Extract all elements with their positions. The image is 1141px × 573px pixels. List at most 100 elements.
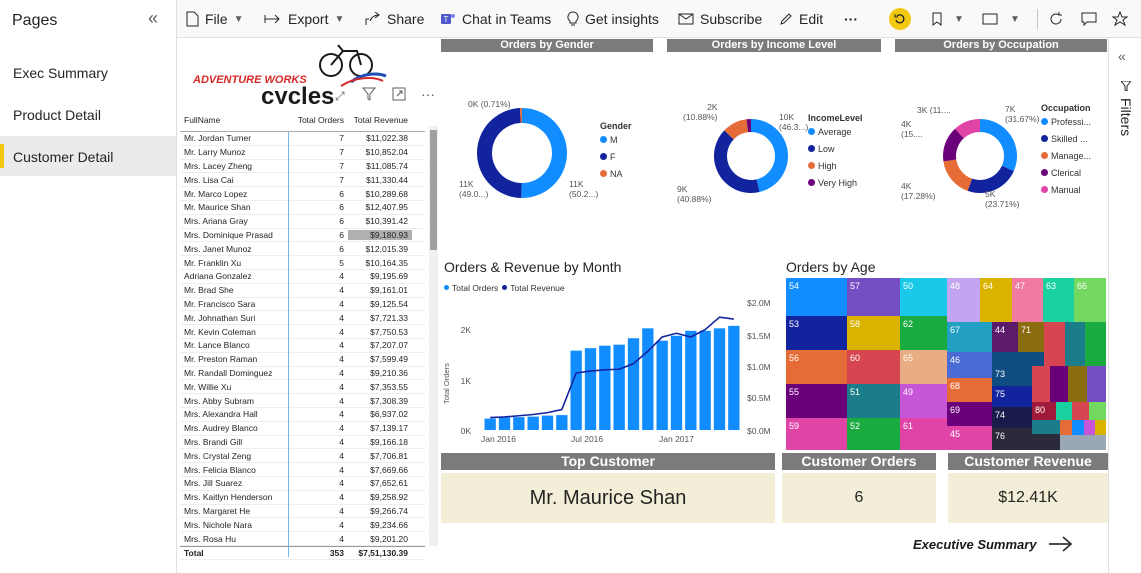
cell-total-orders: 6: [339, 202, 344, 213]
table-row[interactable]: Mrs. Felicia Blanco 4 $7,669.66: [180, 463, 425, 477]
chat-in-teams-button[interactable]: T Chat in Teams: [440, 0, 551, 38]
table-row[interactable]: Mr. Jordan Turner 7 $11,022.38: [180, 132, 425, 146]
age-treemap[interactable]: 54 57 50 53 58 62 56 60 65 55 51 49 59 5…: [786, 278, 1106, 450]
table-row[interactable]: Mr. Preston Raman 4 $7,599.49: [180, 353, 425, 367]
table-scrollbar[interactable]: [429, 126, 438, 546]
table-row[interactable]: Mrs. Alexandra Hall 4 $6,937.02: [180, 408, 425, 422]
legend-item-high[interactable]: High: [808, 157, 863, 174]
file-menu[interactable]: File ▼: [185, 0, 243, 38]
cell-total-revenue: $11,330.44: [366, 174, 408, 185]
executive-summary-nav-button[interactable]: Executive Summary: [913, 534, 1075, 554]
legend-item-average[interactable]: Average: [808, 123, 863, 140]
table-row[interactable]: Mrs. Rosa Hu 4 $9,201.20: [180, 532, 425, 546]
legend-item-manual[interactable]: Manual: [1041, 181, 1091, 198]
pages-pane: Pages « Exec Summary Product Detail Cust…: [0, 0, 177, 573]
table-row[interactable]: Mrs. Margaret He 4 $9,266.74: [180, 505, 425, 519]
page-tab-customer-detail[interactable]: Customer Detail: [0, 136, 176, 176]
table-row[interactable]: Mrs. Dominique Prasad 6 $9,180.93: [180, 229, 425, 243]
treemap-cell-80: 80: [1032, 402, 1056, 420]
page-tab-product-detail[interactable]: Product Detail: [13, 107, 101, 123]
table-row[interactable]: Mr. Larry Munoz 7 $10,852.04: [180, 146, 425, 160]
legend-item-very-high[interactable]: Very High: [808, 174, 863, 191]
more-options-button[interactable]: ···: [844, 11, 858, 27]
table-row[interactable]: Mr. Lance Blanco 4 $7,207.07: [180, 339, 425, 353]
subscribe-label: Subscribe: [700, 11, 763, 27]
refresh-icon[interactable]: [1048, 0, 1070, 38]
table-row[interactable]: Mrs. Lisa Cai 7 $11,330.44: [180, 173, 425, 188]
table-row[interactable]: Mr. Brad She 4 $9,161.01: [180, 284, 425, 298]
cell-total-orders: 4: [339, 395, 344, 406]
table-row[interactable]: Adriana Gonzalez 4 $9,195.69: [180, 270, 425, 284]
cell-fullname: Mrs. Felicia Blanco: [184, 464, 256, 475]
adventure-works-logo: ADVENTURE WORKS cycles: [191, 42, 391, 110]
page-tab-exec-summary[interactable]: Exec Summary: [13, 65, 108, 81]
table-row[interactable]: Mr. Willie Xu 4 $7,353.55: [180, 380, 425, 395]
customer-table[interactable]: FullName Total Orders Total Revenue Mr. …: [180, 112, 425, 560]
table-row[interactable]: Mrs. Jill Suarez 4 $7,652.61: [180, 477, 425, 491]
table-row[interactable]: Mr. Franklin Xu 5 $10,164.35: [180, 256, 425, 270]
cell-fullname: Mrs. Jill Suarez: [184, 478, 243, 489]
legend-item-na[interactable]: NA: [600, 165, 632, 182]
table-row[interactable]: Mrs. Ariana Gray 6 $10,391.42: [180, 215, 425, 229]
table-row[interactable]: Mrs. Nichole Nara 4 $9,234.66: [180, 518, 425, 533]
table-row[interactable]: Mrs. Audrey Blanco 4 $7,139.17: [180, 422, 425, 436]
legend-item-professional[interactable]: Professi...: [1041, 113, 1091, 130]
svg-text:ADVENTURE WORKS: ADVENTURE WORKS: [192, 74, 307, 86]
collapse-pages-icon[interactable]: «: [148, 8, 159, 28]
bookmark-menu[interactable]: ▼: [932, 0, 964, 38]
income-legend-title: IncomeLevel: [808, 113, 863, 123]
focus-mode-icon[interactable]: ⤢: [335, 89, 345, 103]
expand-filters-icon[interactable]: «: [1118, 48, 1126, 64]
gender-donut[interactable]: [467, 98, 577, 208]
table-body: Mr. Jordan Turner 7 $11,022.38 Mr. Larry Mu…: [180, 132, 425, 546]
table-row[interactable]: Mrs. Brandi Gill 4 $9,166.18: [180, 436, 425, 450]
table-row[interactable]: Mrs. Janet Munoz 6 $12,015.39: [180, 242, 425, 257]
table-row[interactable]: Mrs. Kaitlyn Henderson 4 $9,258.92: [180, 491, 425, 505]
column-header-total-revenue[interactable]: Total Revenue: [353, 115, 408, 125]
occupation-donut[interactable]: [925, 101, 1035, 211]
table-row[interactable]: Mr. Maurice Shan 6 $12,407.95: [180, 201, 425, 215]
legend-item-low[interactable]: Low: [808, 140, 863, 157]
treemap-title: Orders by Age: [786, 259, 876, 275]
table-row[interactable]: Mrs. Abby Subram 4 $7,308.39: [180, 394, 425, 408]
export-menu[interactable]: Export ▼: [264, 0, 344, 38]
filters-pane[interactable]: « Filters: [1108, 38, 1141, 573]
table-row[interactable]: Mr. Johnathan Suri 4 $7,721.33: [180, 311, 425, 326]
favorite-star-icon[interactable]: [1112, 0, 1134, 38]
expand-icon[interactable]: [392, 87, 406, 106]
reset-icon[interactable]: [889, 8, 911, 30]
table-row[interactable]: Mr. Kevin Coleman 4 $7,750.53: [180, 325, 425, 339]
table-row[interactable]: Mr. Francisco Sara 4 $9,125.54: [180, 298, 425, 312]
table-row[interactable]: Mr. Marco Lopez 6 $10,289.68: [180, 187, 425, 201]
orders-bar: [584, 348, 597, 430]
get-insights-button[interactable]: Get insights: [567, 0, 659, 38]
cell-total-orders: 4: [339, 464, 344, 475]
orders-revenue-chart[interactable]: Total Orders 2K 1K 0K $2.0M $1.5M $1.0M …: [439, 294, 779, 450]
customer-orders-card: Customer Orders 6: [782, 453, 936, 523]
legend-item-m[interactable]: M: [600, 131, 632, 148]
legend-item-management[interactable]: Manage...: [1041, 147, 1091, 164]
income-donut[interactable]: [696, 101, 806, 211]
cell-total-revenue: $7,308.39: [370, 395, 408, 406]
subscribe-button[interactable]: Subscribe: [678, 0, 762, 38]
legend-item-skilled[interactable]: Skilled ...: [1041, 130, 1091, 147]
treemap-cell-69: 69: [947, 402, 992, 426]
bookmark-icon: [932, 12, 942, 26]
legend-item-clerical[interactable]: Clerical: [1041, 164, 1091, 181]
legend-item-f[interactable]: F: [600, 148, 632, 165]
comment-icon[interactable]: [1081, 0, 1103, 38]
edit-button[interactable]: Edit: [779, 0, 823, 38]
table-row[interactable]: Mrs. Lacey Zheng 7 $11,085.74: [180, 160, 425, 174]
visual-more-options-icon[interactable]: ···: [421, 86, 435, 102]
pages-title: Pages: [12, 12, 58, 29]
column-header-fullname[interactable]: FullName: [184, 115, 221, 125]
share-button[interactable]: Share: [365, 0, 424, 38]
view-menu[interactable]: ▼: [982, 0, 1020, 38]
column-header-total-orders[interactable]: Total Orders: [297, 115, 344, 125]
table-row[interactable]: Mr. Randall Dominguez 4 $9,210.36: [180, 367, 425, 381]
treemap-cell-74: 74: [992, 407, 1032, 428]
file-label: File: [205, 11, 228, 27]
table-row[interactable]: Mrs. Crystal Zeng 4 $7,706.81: [180, 449, 425, 464]
filter-icon[interactable]: [361, 87, 377, 106]
cell-fullname: Mr. Maurice Shan: [184, 202, 251, 213]
